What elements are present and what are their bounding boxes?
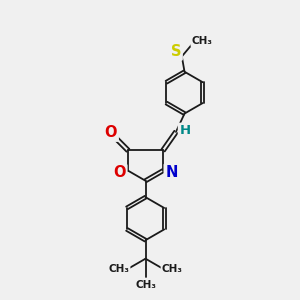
Text: O: O [113,166,126,181]
Text: CH₃: CH₃ [162,264,183,274]
Text: O: O [105,125,117,140]
Text: CH₃: CH₃ [108,264,129,274]
Text: N: N [165,165,178,180]
Text: CH₃: CH₃ [135,280,156,290]
Text: CH₃: CH₃ [192,36,213,46]
Text: H: H [179,124,191,137]
Text: S: S [171,44,181,59]
